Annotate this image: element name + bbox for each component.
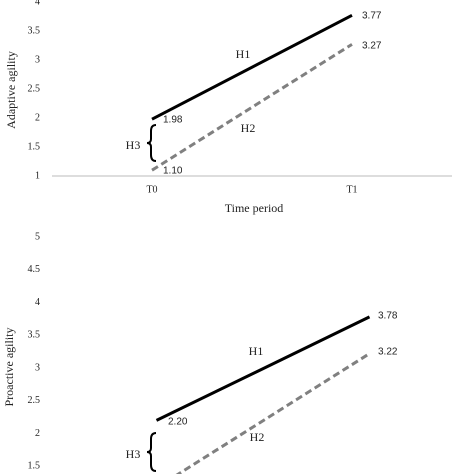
y-tick-label: 3.5: [28, 25, 41, 36]
data-label: 3.77: [362, 11, 382, 22]
y-tick-label: 4: [35, 297, 40, 308]
y-tick-label: 4.5: [28, 264, 41, 275]
y-tick-label: 5: [35, 231, 40, 242]
y-tick-label: 1.5: [28, 461, 41, 472]
y-tick-label: 3: [35, 54, 40, 65]
y-tick-label: 3: [35, 362, 40, 373]
data-label: 1.10: [163, 166, 183, 177]
h3-brace: [146, 124, 157, 162]
annotation: H3: [126, 138, 141, 152]
annotation: H2: [241, 121, 256, 135]
y-axis-title: Proactive agility: [2, 328, 16, 407]
x-tick-label: T1: [346, 184, 357, 195]
y-tick-label: 3.5: [28, 330, 41, 341]
x-axis-title: Time period: [225, 201, 284, 215]
annotation: H3: [126, 447, 141, 461]
x-tick-label: T0: [146, 184, 157, 195]
line: [155, 315, 371, 422]
y-tick-label: 2.5: [28, 83, 41, 94]
y-tick-label: 1.5: [28, 141, 41, 152]
y-tick-label: 1: [35, 170, 40, 181]
h3-brace: [146, 432, 157, 472]
line: [151, 43, 353, 172]
annotation: H1: [236, 47, 251, 61]
data-label: 1.98: [163, 115, 183, 126]
data-label: 2.20: [168, 417, 188, 428]
data-label: 3.78: [378, 311, 398, 322]
y-tick-label: 2: [35, 428, 40, 439]
line: [151, 14, 353, 121]
y-tick-label: 2.5: [28, 395, 41, 406]
data-label: 3.22: [378, 347, 398, 358]
y-tick-label: 4: [35, 0, 40, 7]
y-axis-title: Adaptive agility: [4, 51, 18, 129]
y-tick-label: 2: [35, 112, 40, 123]
annotation: H2: [250, 430, 265, 444]
data-label: 3.27: [362, 41, 382, 52]
line: [175, 352, 371, 474]
annotation: H1: [249, 344, 264, 358]
